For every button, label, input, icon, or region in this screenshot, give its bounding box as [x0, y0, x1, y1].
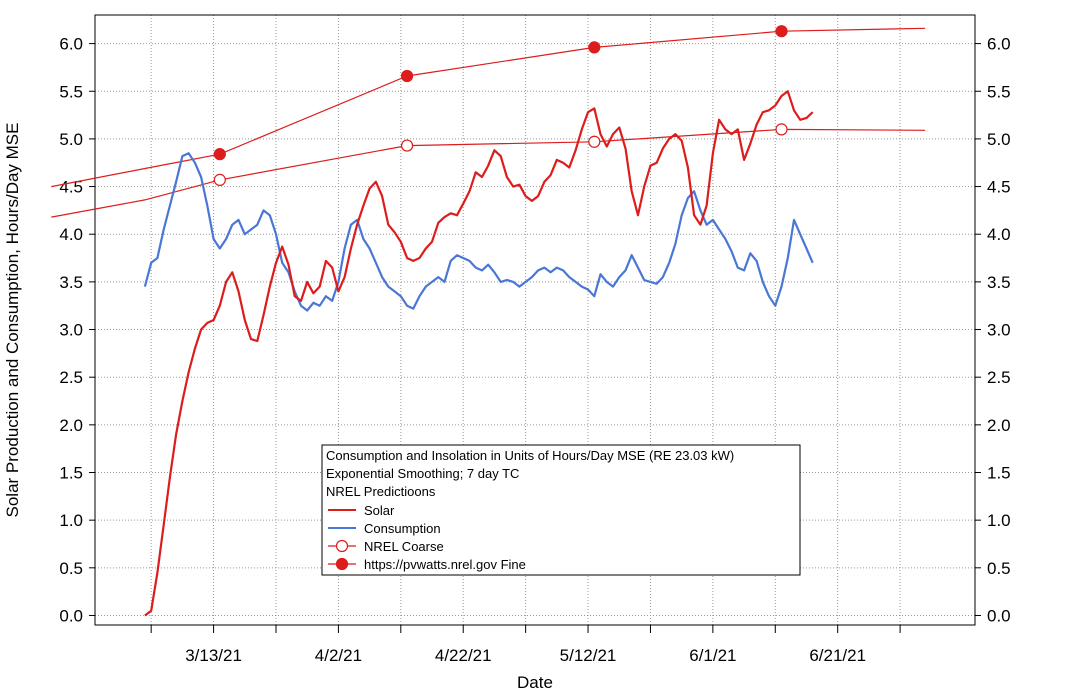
legend-label-nrel-coarse: NREL Coarse — [364, 539, 444, 554]
marker-nrel-coarse — [588, 135, 601, 148]
y-tick-label-right: 3.0 — [987, 321, 1011, 340]
legend-label-consumption: Consumption — [364, 521, 441, 536]
y-tick-label-right: 5.5 — [987, 82, 1011, 101]
y-axis-label: Solar Production and Consumption, Hours/… — [3, 123, 22, 518]
series-line-solar — [144, 90, 814, 617]
legend-entry-consumption: Consumption — [328, 521, 441, 536]
marker-pvwatts-fine — [588, 41, 601, 54]
y-tick-label-left: 0.5 — [59, 559, 83, 578]
y-tick-label-right: 0.5 — [987, 559, 1011, 578]
legend-entry-solar: Solar — [328, 503, 395, 518]
marker-pvwatts-fine — [213, 148, 226, 161]
y-tick-label-right: 2.0 — [987, 416, 1011, 435]
ticks: 0.0 0.0 0.5 0.5 1.0 1.0 1.5 1.5 2.0 2.0 2.5 2.5 3.0 3… — [59, 35, 1010, 665]
y-tick-label-left: 1.5 — [59, 464, 83, 483]
y-tick-label-left: 4.5 — [59, 178, 83, 197]
legend-label-solar: Solar — [364, 503, 395, 518]
y-tick-label-left: 4.0 — [59, 225, 83, 244]
x-tick-label: 6/21/21 — [809, 646, 866, 665]
legend-title-line-2: Exponential Smoothing; 7 day TC — [326, 466, 519, 481]
legend-marker-pvwatts-fine — [335, 557, 349, 571]
x-tick-label: 4/2/21 — [315, 646, 362, 665]
series-line-consumption — [143, 152, 814, 312]
y-tick-label-right: 3.5 — [987, 273, 1011, 292]
y-tick-label-right: 0.0 — [987, 606, 1011, 625]
y-tick-label-left: 0.0 — [59, 606, 83, 625]
legend-title-line-1: Consumption and Insolation in Units of H… — [326, 448, 734, 463]
y-tick-label-right: 4.5 — [987, 178, 1011, 197]
y-tick-label-left: 2.5 — [59, 368, 83, 387]
marker-nrel-coarse — [400, 139, 414, 152]
legend-label-pvwatts-fine: https://pvwatts.nrel.gov Fine — [364, 557, 526, 572]
x-tick-label: 5/12/21 — [560, 646, 617, 665]
y-tick-label-right: 6.0 — [987, 35, 1011, 54]
legend: Consumption and Insolation in Units of H… — [321, 444, 801, 576]
marker-pvwatts-fine — [400, 69, 414, 83]
marker-nrel-coarse — [775, 123, 788, 136]
y-tick-label-left: 3.5 — [59, 273, 83, 292]
y-tick-label-right: 2.5 — [987, 368, 1011, 387]
plot-frame — [94, 14, 976, 626]
x-tick-label: 6/1/21 — [689, 646, 736, 665]
y-tick-label-left: 6.0 — [59, 35, 83, 54]
y-tick-label-left: 5.5 — [59, 82, 83, 101]
marker-nrel-coarse — [213, 173, 226, 186]
series-line-nrel-coarse — [51, 128, 926, 218]
legend-title-line-3: NREL Predictioons — [326, 484, 436, 499]
legend-marker-nrel-coarse — [335, 539, 349, 553]
marker-pvwatts-fine — [775, 25, 788, 38]
y-tick-label-left: 1.0 — [59, 511, 83, 530]
legend-box — [321, 444, 801, 576]
y-tick-label-right: 4.0 — [987, 225, 1011, 244]
series-layer — [51, 25, 926, 617]
y-tick-label-left: 2.0 — [59, 416, 83, 435]
x-axis-label: Date — [517, 673, 553, 692]
y-tick-label-right: 1.5 — [987, 464, 1011, 483]
y-tick-label-right: 5.0 — [987, 130, 1011, 149]
x-tick-label: 4/22/21 — [435, 646, 492, 665]
legend-entry-pvwatts-fine: https://pvwatts.nrel.gov Fine — [328, 557, 526, 572]
y-tick-label-left: 5.0 — [59, 130, 83, 149]
y-tick-label-right: 1.0 — [987, 511, 1011, 530]
x-tick-label: 3/13/21 — [185, 646, 242, 665]
y-tick-label-left: 3.0 — [59, 321, 83, 340]
legend-entry-nrel-coarse: NREL Coarse — [328, 539, 444, 554]
